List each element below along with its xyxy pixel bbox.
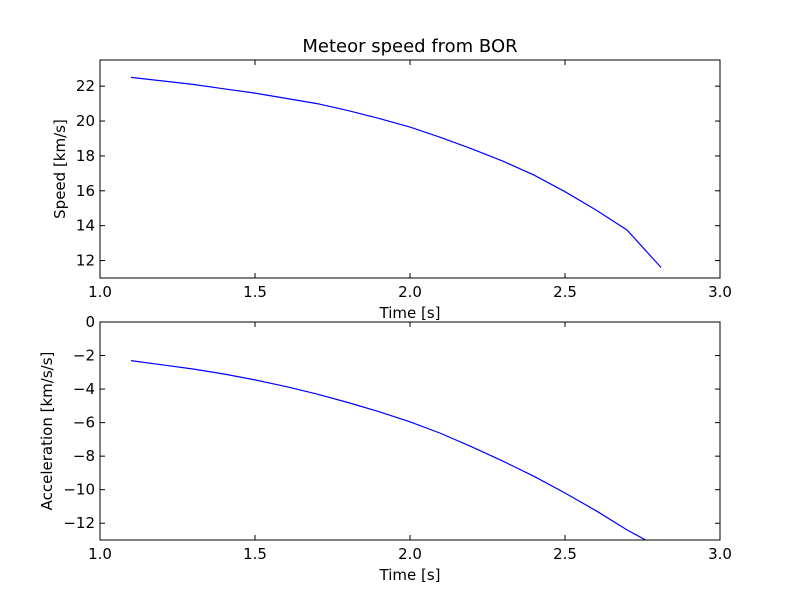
bottom-plot: 1.0 1.5 2.0 2.5 3.0 0 −2 −4 −6 −8 −10 −12 Time [s] Ac… (38, 313, 732, 584)
top-xtick-label: 3.0 (708, 283, 732, 301)
bottom-xtick-label: 1.0 (88, 545, 112, 563)
bottom-xlabel: Time [s] (379, 566, 441, 584)
top-xtick-label: 1.0 (88, 283, 112, 301)
top-ytick-label: 12 (76, 252, 95, 270)
bottom-series-line-0 (130, 360, 646, 540)
bottom-xtick-label: 2.5 (553, 545, 577, 563)
top-series-line-0 (130, 76, 662, 268)
top-ytick-label: 22 (76, 77, 95, 95)
top-ytick-label: 14 (76, 217, 95, 235)
top-xtick-label: 2.0 (398, 283, 422, 301)
top-title: Meteor speed from BOR (302, 36, 517, 57)
bottom-ytick-label: −8 (73, 447, 95, 465)
bottom-ytick-label: −12 (63, 514, 95, 532)
bottom-ytick-label: −6 (73, 414, 95, 432)
top-xlabel: Time [s] (379, 304, 441, 322)
bottom-xtick-label: 1.5 (243, 545, 267, 563)
bottom-ytick-label: −10 (63, 481, 95, 499)
top-xtick-label: 1.5 (243, 283, 267, 301)
top-ytick-label: 16 (76, 182, 95, 200)
bottom-xtick-label: 3.0 (708, 545, 732, 563)
bottom-ytick-label: 0 (85, 313, 95, 331)
top-xtick-label: 2.5 (553, 283, 577, 301)
top-ylabel: Speed [km/s] (51, 119, 69, 219)
top-ytick-label: 20 (76, 112, 95, 130)
bottom-xtick-label: 2.0 (398, 545, 422, 563)
bottom-ytick-label: −2 (73, 347, 95, 365)
top-ytick-label: 18 (76, 147, 95, 165)
top-plot: 1.0 1.5 2.0 2.5 3.0 12 14 16 18 20 22 Time [s] Speed… (51, 36, 732, 322)
bottom-ylabel: Acceleration [km/s/s] (38, 352, 56, 511)
bottom-ytick-label: −4 (73, 380, 95, 398)
